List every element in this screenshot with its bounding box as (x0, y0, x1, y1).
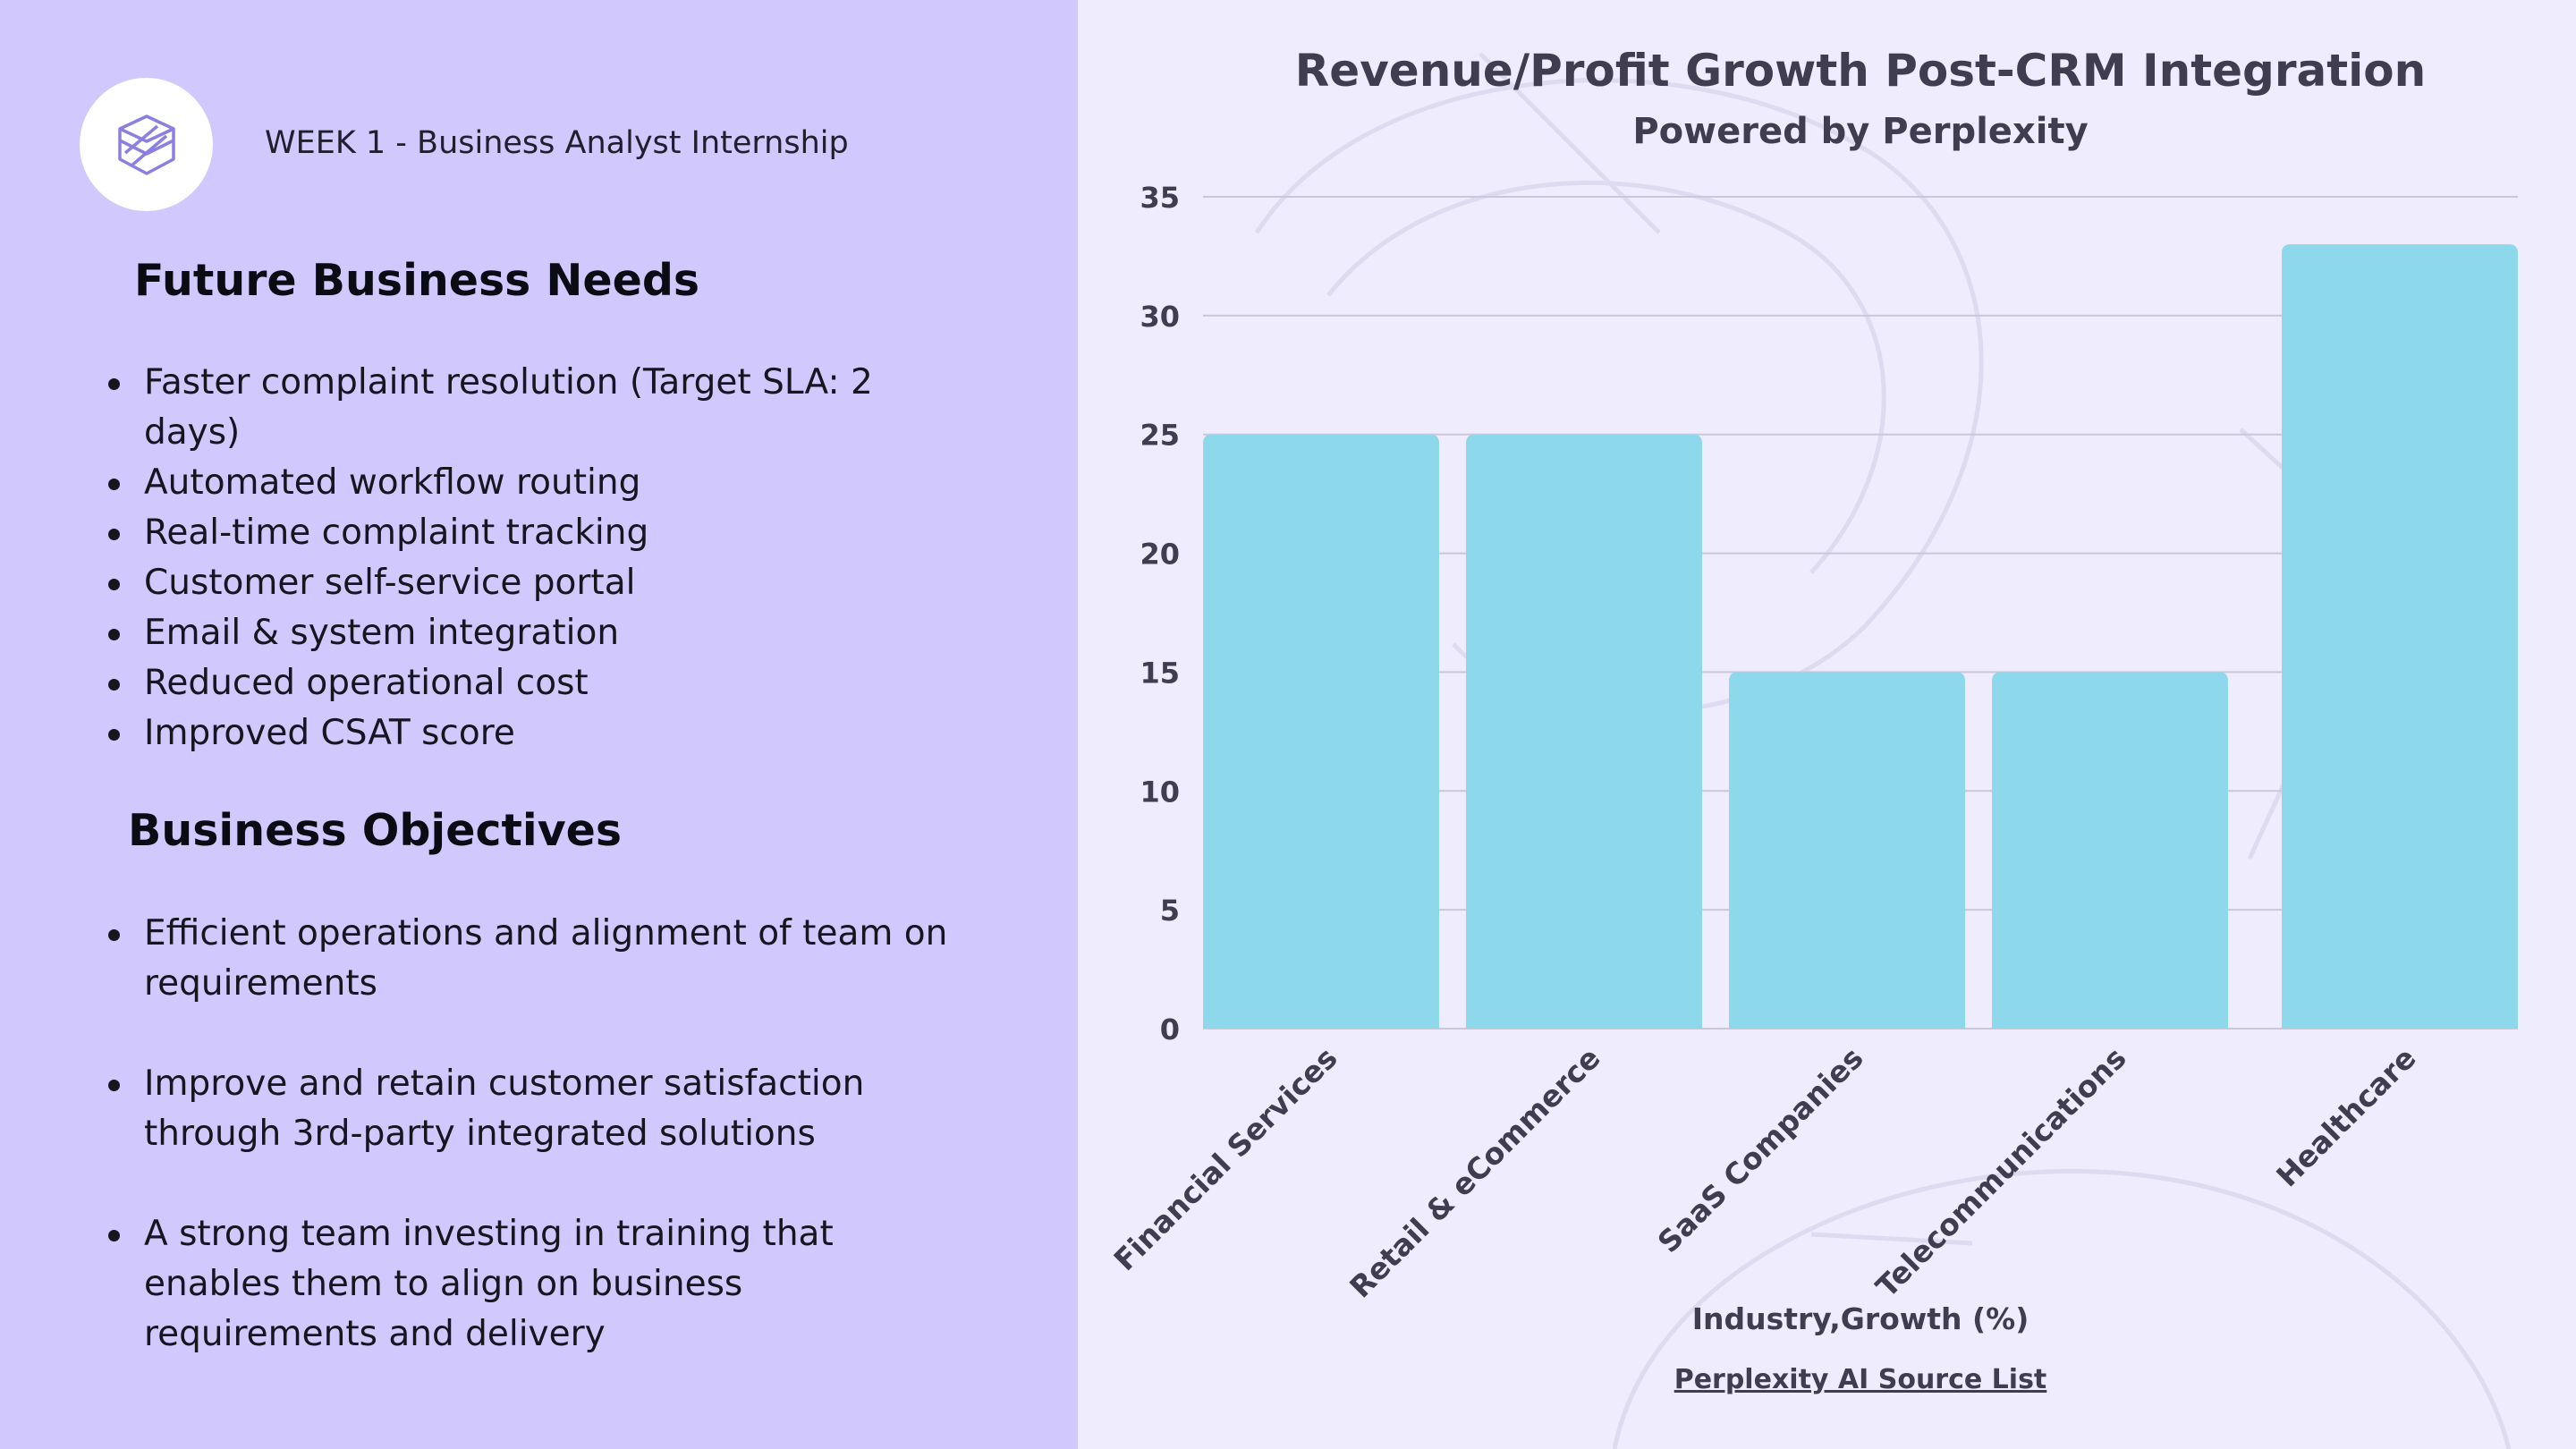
bar (1203, 434, 1439, 1029)
list-item: Customer self-service portal (108, 558, 895, 608)
x-tick-label: Financial Services (1107, 1040, 1344, 1277)
future-needs-list: Faster complaint resolution (Target SLA:… (108, 358, 895, 758)
list-item: Email & system integration (108, 608, 895, 658)
x-tick-label: SaaS Companies (1651, 1040, 1870, 1259)
source-link[interactable]: Perplexity AI Source List (1674, 1364, 2047, 1395)
y-tick-label: 5 (1160, 894, 1180, 928)
chart-title: Revenue/Profit Growth Post-CRM Integrati… (1294, 45, 2427, 97)
y-tick-label: 30 (1140, 300, 1180, 334)
list-item: A strong team investing in training that… (108, 1209, 962, 1360)
list-item: Improved CSAT score (108, 708, 895, 758)
y-tick-label: 15 (1140, 656, 1180, 690)
future-needs-heading: Future Business Needs (134, 255, 700, 306)
list-item: Improve and retain customer satisfaction… (108, 1059, 962, 1159)
x-tick-label: Healthcare (2269, 1040, 2422, 1193)
objectives-heading: Business Objectives (128, 805, 623, 856)
y-tick-label: 35 (1140, 181, 1180, 215)
logo-badge (80, 78, 213, 211)
objectives-list: Efficient operations and alignment of te… (108, 909, 962, 1360)
bar (1729, 672, 1965, 1029)
list-item: Reduced operational cost (108, 658, 895, 708)
list-item: Real-time complaint tracking (108, 508, 895, 558)
week-label: WEEK 1 - Business Analyst Internship (265, 125, 849, 161)
left-panel (0, 0, 1078, 1449)
y-tick-label: 10 (1140, 775, 1180, 809)
y-tick-label: 20 (1140, 538, 1180, 572)
layered-cube-icon (117, 114, 175, 175)
list-item: Automated workflow routing (108, 458, 895, 508)
x-tick-label: Telecommunications (1869, 1040, 2133, 1304)
list-item: Faster complaint resolution (Target SLA:… (108, 358, 895, 458)
chart-subtitle: Powered by Perplexity (1632, 111, 2089, 152)
x-axis-label: Industry,Growth (%) (1692, 1301, 2029, 1336)
x-tick-label: Retail & eCommerce (1343, 1040, 1606, 1304)
y-tick-label: 0 (1160, 1013, 1180, 1046)
y-tick-label: 25 (1140, 419, 1180, 453)
list-item: Efficient operations and alignment of te… (108, 909, 962, 1009)
bar (1992, 672, 2228, 1029)
bar (1466, 434, 1702, 1029)
bar (2282, 244, 2518, 1030)
